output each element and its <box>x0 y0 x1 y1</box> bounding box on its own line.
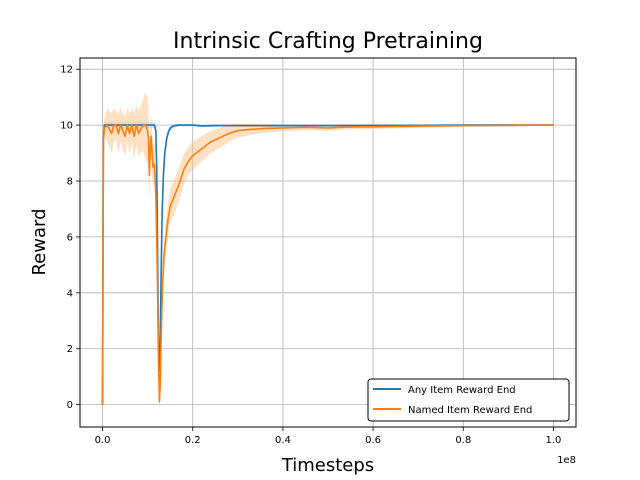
x-tick-label: 0.8 <box>455 435 471 446</box>
grid <box>80 58 576 427</box>
x-tick-label: 0.6 <box>365 435 381 446</box>
y-tick-label: 12 <box>60 65 73 76</box>
x-axis-title: Timesteps <box>281 455 374 476</box>
x-tick-label: 0.2 <box>185 435 201 446</box>
y-axis-title: Reward <box>29 208 50 275</box>
x-axis-ticks: 0.0 0.2 0.4 0.6 0.8 1.0 <box>95 427 562 446</box>
legend: Any Item Reward End Named Item Reward En… <box>367 378 570 422</box>
series-band-1 <box>102 91 554 411</box>
legend-box <box>367 378 570 422</box>
legend-label-any-item: Any Item Reward End <box>408 385 516 396</box>
x-tick-label: 0.0 <box>95 435 111 446</box>
y-axis-ticks: 0 2 4 6 8 10 12 <box>60 65 80 411</box>
y-tick-label: 10 <box>60 121 73 132</box>
series-line-0 <box>101 124 554 405</box>
x-tick-label: 1.0 <box>546 435 562 446</box>
chart-title: Intrinsic Crafting Pretraining <box>173 29 483 54</box>
y-tick-label: 4 <box>67 288 73 299</box>
confidence-bands <box>102 91 554 411</box>
x-tick-label: 0.4 <box>275 435 291 446</box>
y-tick-label: 8 <box>67 177 73 188</box>
legend-label-named-item: Named Item Reward End <box>408 405 532 416</box>
series-band-0 <box>102 122 554 405</box>
y-tick-label: 6 <box>67 232 73 243</box>
y-tick-label: 0 <box>67 400 73 411</box>
x-axis-offset-label: 1e8 <box>557 455 576 466</box>
plot-frame <box>79 57 577 428</box>
y-tick-label: 2 <box>67 344 73 355</box>
series-lines <box>101 124 554 405</box>
series-line-1 <box>101 124 554 405</box>
